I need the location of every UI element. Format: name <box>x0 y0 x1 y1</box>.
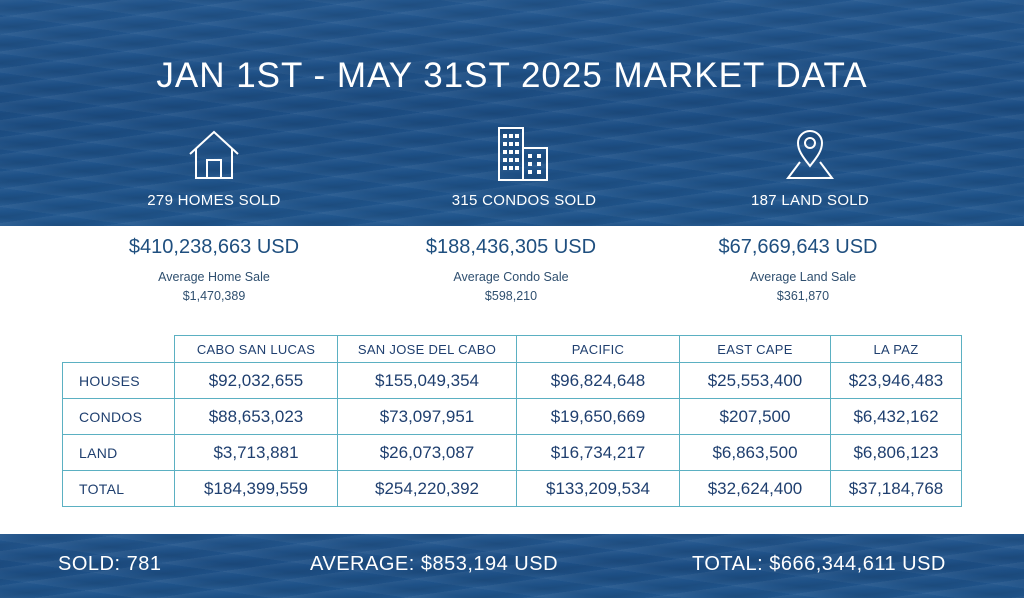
row-label: TOTAL <box>62 470 175 507</box>
table-cell: $207,500 <box>679 398 831 435</box>
row-label: CONDOS <box>62 398 175 435</box>
condos-sold-label: 315 CONDOS SOLD <box>451 192 597 209</box>
table-row: CONDOS $88,653,023 $73,097,951 $19,650,6… <box>62 398 962 435</box>
house-icon <box>189 130 239 179</box>
table-cell: $32,624,400 <box>679 470 831 507</box>
footer-average-price: AVERAGE: $853,194 USD <box>310 553 559 575</box>
ocean-footer-background <box>0 534 1024 598</box>
table-cell: $73,097,951 <box>337 398 517 435</box>
table-cell: $96,824,648 <box>516 362 680 399</box>
condos-stat: 315 CONDOS SOLD <box>374 126 674 226</box>
table-row: LAND $3,713,881 $26,073,087 $16,734,217 … <box>62 434 962 471</box>
homes-total-value: $410,238,663 USD <box>128 236 300 258</box>
land-sold-label: 187 LAND SOLD <box>750 192 870 209</box>
homes-sold-label: 279 HOMES SOLD <box>147 192 281 209</box>
table-cell: $88,653,023 <box>174 398 338 435</box>
table-row: HOUSES $92,032,655 $155,049,354 $96,824,… <box>62 362 962 399</box>
footer-total-volume: TOTAL: $666,344,611 USD <box>692 553 946 575</box>
table-cell: $25,553,400 <box>679 362 831 399</box>
column-header: LA PAZ <box>830 335 962 363</box>
table-row: TOTAL $184,399,559 $254,220,392 $133,209… <box>62 470 962 507</box>
table-cell: $6,806,123 <box>830 434 962 471</box>
building-icon <box>498 127 548 181</box>
table-cell: $133,209,534 <box>516 470 680 507</box>
table-cell: $155,049,354 <box>337 362 517 399</box>
footer-sold-count: SOLD: 781 <box>58 553 162 575</box>
land-average-value: $361,870 <box>776 289 830 303</box>
table-cell: $37,184,768 <box>830 470 962 507</box>
ocean-header-background <box>0 0 1024 226</box>
row-label: LAND <box>62 434 175 471</box>
homes-average-label: Average Home Sale <box>158 270 270 284</box>
table-cell: $254,220,392 <box>337 470 517 507</box>
table-cell: $6,432,162 <box>830 398 962 435</box>
column-header: CABO SAN LUCAS <box>174 335 338 363</box>
condos-total-value: $188,436,305 USD <box>425 236 597 258</box>
land-average-label: Average Land Sale <box>749 270 857 284</box>
column-header: PACIFIC <box>516 335 680 363</box>
table-header-row: CABO SAN LUCAS SAN JOSE DEL CABO PACIFIC… <box>62 335 962 363</box>
table-cell: $6,863,500 <box>679 434 831 471</box>
land-total-value: $67,669,643 USD <box>718 236 878 258</box>
table-cell: $184,399,559 <box>174 470 338 507</box>
table-cell: $23,946,483 <box>830 362 962 399</box>
table-cell: $19,650,669 <box>516 398 680 435</box>
location-pin-icon <box>786 130 834 179</box>
table-cell: $3,713,881 <box>174 434 338 471</box>
condos-average-value: $598,210 <box>484 289 538 303</box>
land-stat: 187 LAND SOLD <box>660 126 960 226</box>
column-header: SAN JOSE DEL CABO <box>337 335 517 363</box>
table-cell: $16,734,217 <box>516 434 680 471</box>
table-cell: $92,032,655 <box>174 362 338 399</box>
homes-average-value: $1,470,389 <box>182 289 246 303</box>
page-title: JAN 1ST - MAY 31ST 2025 MARKET DATA <box>156 56 868 95</box>
condos-average-label: Average Condo Sale <box>453 270 569 284</box>
homes-stat: 279 HOMES SOLD <box>64 126 364 226</box>
table-cell: $26,073,087 <box>337 434 517 471</box>
market-data-table: CABO SAN LUCAS SAN JOSE DEL CABO PACIFIC… <box>62 335 962 507</box>
row-label: HOUSES <box>62 362 175 399</box>
column-header: EAST CAPE <box>679 335 831 363</box>
table-corner-cell <box>62 335 175 363</box>
